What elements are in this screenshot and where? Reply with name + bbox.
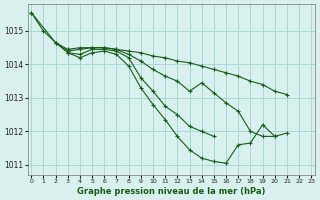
X-axis label: Graphe pression niveau de la mer (hPa): Graphe pression niveau de la mer (hPa) bbox=[77, 187, 266, 196]
